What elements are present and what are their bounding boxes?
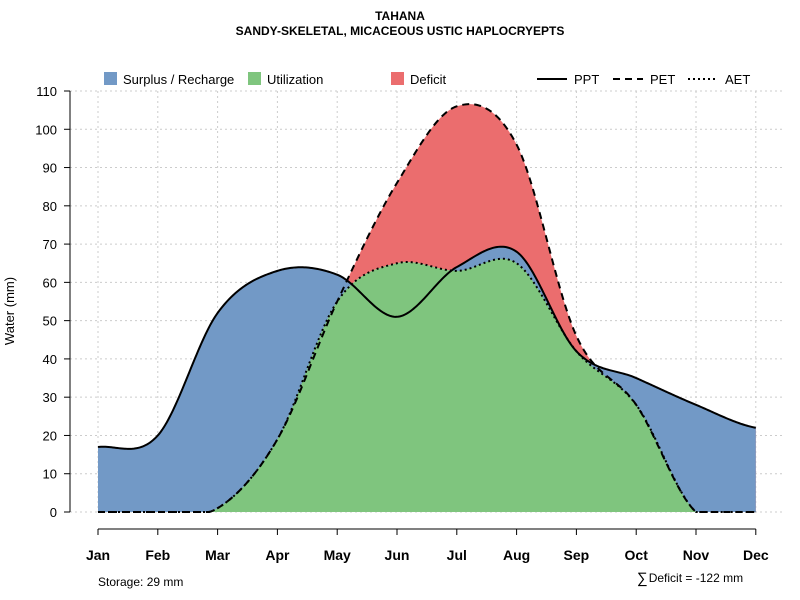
legend-label-deficit: Deficit [410,72,447,87]
legend: Surplus / Recharge Utilization Deficit P… [104,72,750,87]
y-tick-label: 10 [43,467,57,482]
lines [97,103,756,513]
series-line-aet [98,257,756,513]
chart-title: TAHANA [375,9,425,23]
y-tick-label: 40 [43,352,57,367]
x-tick-label-aug: Aug [503,547,530,563]
x-tick-label-jul: Jul [447,547,467,563]
chart-subtitle: SANDY-SKELETAL, MICACEOUS USTIC HAPLOCRY… [235,24,565,38]
series-line-ppt [97,245,756,450]
legend-label-pet: PET [650,72,675,87]
x-tick-label-mar: Mar [205,547,230,563]
y-tick-label: 30 [43,390,57,405]
storage-note: Storage: 29 mm [98,575,184,589]
x-tick-label-nov: Nov [683,547,710,563]
legend-label-utilization: Utilization [267,72,323,87]
areas [98,104,756,513]
axes: 0 10 20 30 40 50 60 70 80 90 100 110 Jan Feb Mar Apr May… [35,84,769,563]
y-axis-label: Water (mm) [2,277,17,345]
y-tick-label: 20 [43,428,57,443]
legend-label-surplus: Surplus / Recharge [123,72,234,87]
y-tick-label: 70 [43,237,57,252]
y-tick-label: 110 [36,84,57,99]
deficit-summary: ∑Deficit = -122 mm [637,570,743,587]
x-tick-label-sep: Sep [564,547,590,563]
deficit-summary-text: Deficit = -122 mm [648,571,744,585]
x-tick-label-oct: Oct [625,547,649,563]
legend-swatch-surplus [104,72,117,85]
y-tick-label: 50 [43,314,57,329]
x-tick-label-jan: Jan [86,547,110,563]
x-tick-label-feb: Feb [145,547,170,563]
x-tick-label-jun: Jun [385,547,410,563]
y-tick-label: 100 [35,122,57,137]
legend-swatch-deficit [391,72,404,85]
y-tick-label: 0 [50,505,57,520]
x-tick-label-dec: Dec [743,547,769,563]
y-tick-label: 60 [43,275,57,290]
area-utilization [98,258,756,512]
x-tick-label-apr: Apr [265,547,290,563]
sum-symbol: ∑ [637,570,648,587]
y-tick-label: 80 [43,199,57,214]
legend-swatch-utilization [248,72,261,85]
legend-label-ppt: PPT [574,72,599,87]
y-tick-label: 90 [43,161,57,176]
x-tick-label-may: May [324,547,351,563]
legend-label-aet: AET [725,72,750,87]
